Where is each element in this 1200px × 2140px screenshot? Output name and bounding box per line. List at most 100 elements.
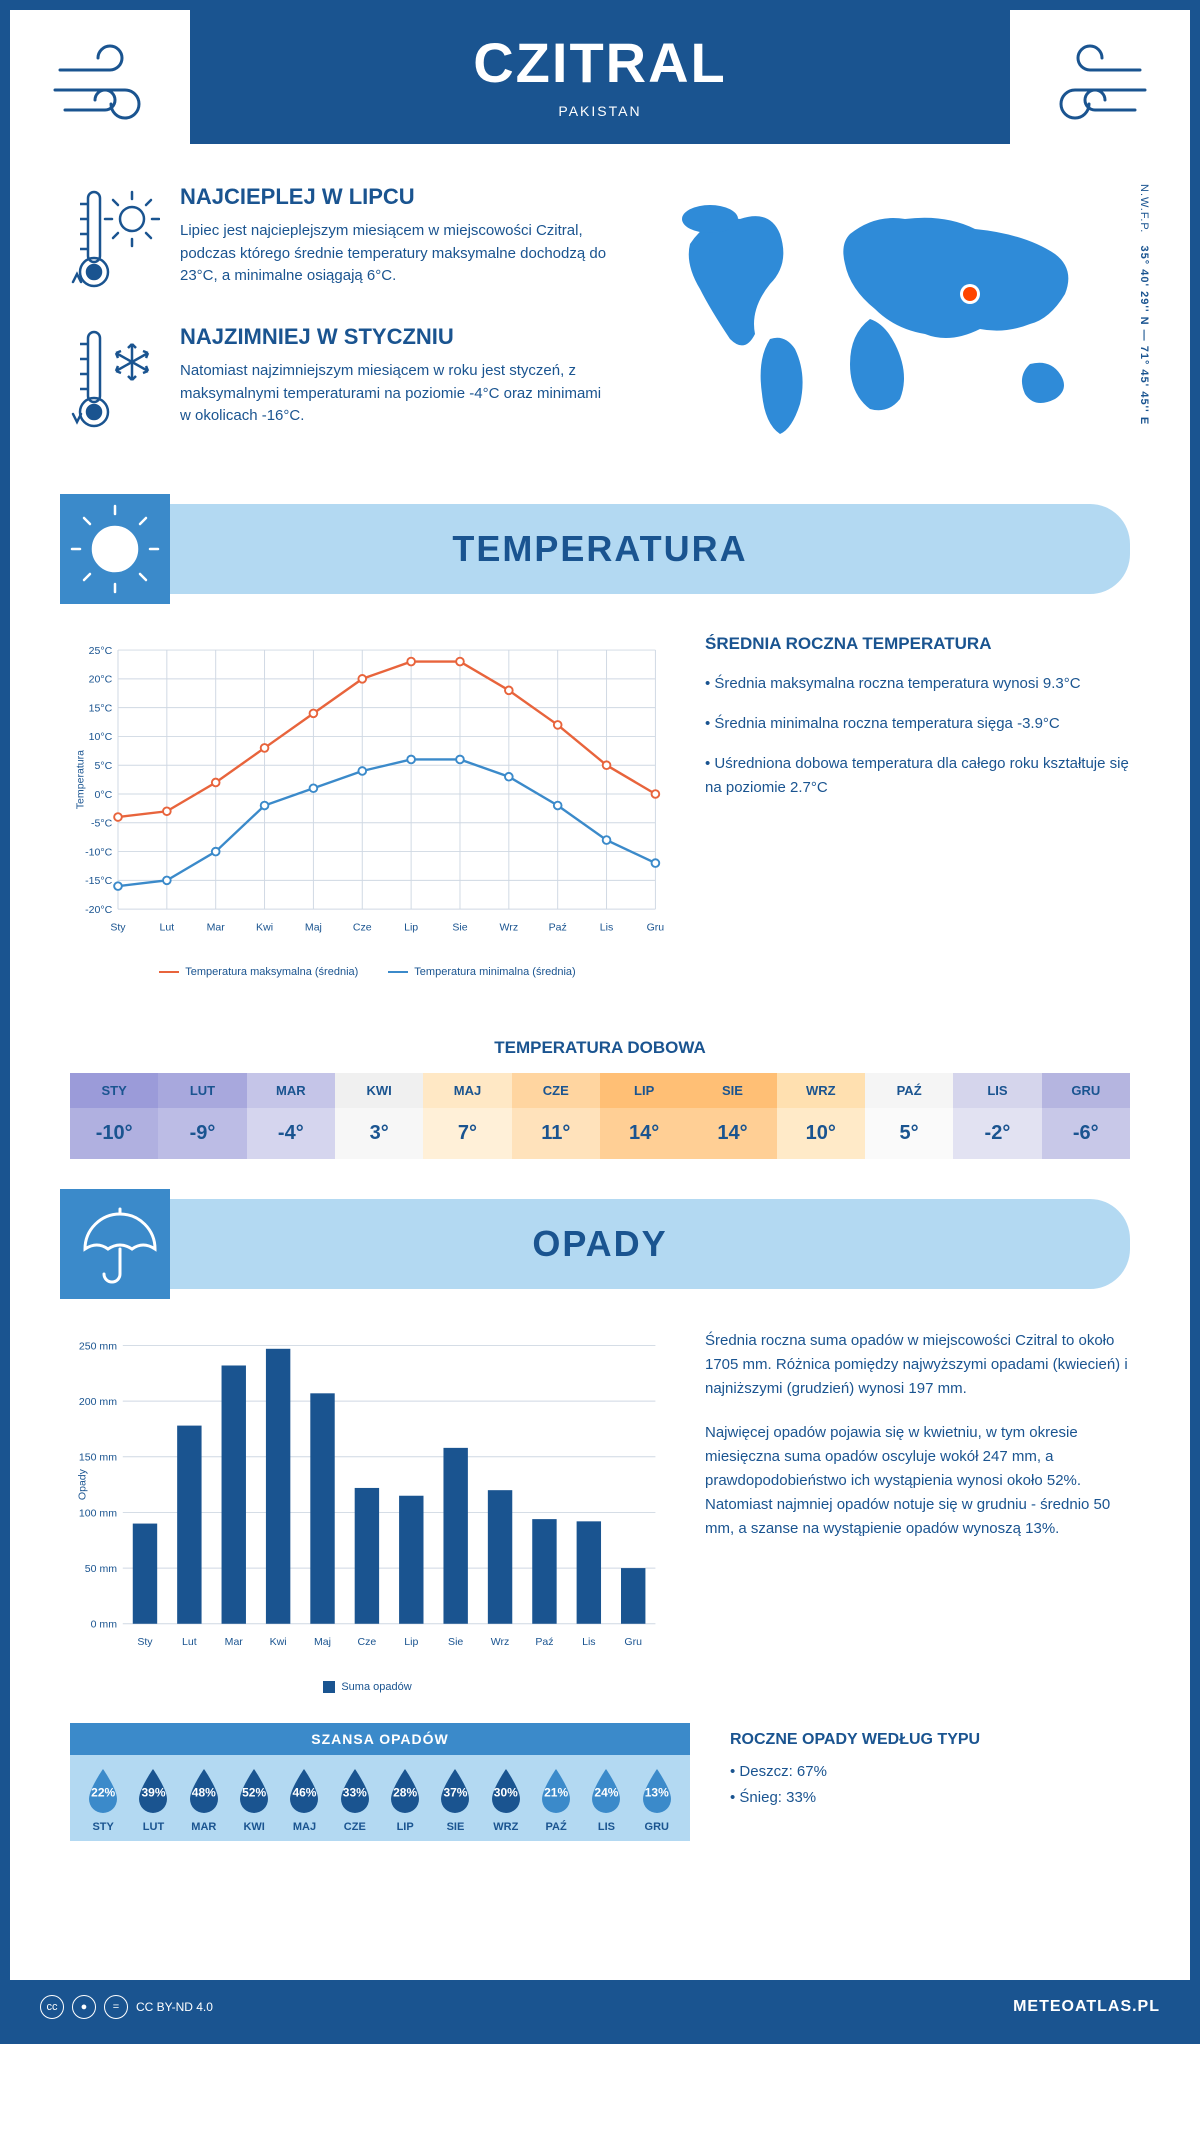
svg-text:10°C: 10°C bbox=[89, 731, 113, 743]
chance-cell: 37% SIE bbox=[430, 1767, 480, 1833]
precipitation-heading: OPADY bbox=[532, 1223, 667, 1265]
chance-month: LIP bbox=[380, 1821, 430, 1833]
temperature-heading: TEMPERATURA bbox=[452, 528, 747, 570]
daily-value: -2° bbox=[953, 1108, 1041, 1159]
raindrop-icon: 33% bbox=[336, 1767, 374, 1815]
chance-value: 39% bbox=[141, 1785, 165, 1799]
svg-text:Mar: Mar bbox=[225, 1636, 244, 1648]
precipitation-bar-chart: 0 mm50 mm100 mm150 mm200 mm250 mmOpadySt… bbox=[70, 1329, 665, 1693]
daily-temp-cell: SIE 14° bbox=[688, 1073, 776, 1159]
svg-text:Sty: Sty bbox=[110, 921, 126, 933]
svg-text:Gru: Gru bbox=[624, 1636, 642, 1648]
daily-temp-cell: WRZ 10° bbox=[777, 1073, 865, 1159]
svg-text:0 mm: 0 mm bbox=[91, 1619, 118, 1631]
chance-of-precip: SZANSA OPADÓW 22% STY 39% LUT 48% MAR 52… bbox=[70, 1723, 690, 1841]
raindrop-icon: 28% bbox=[386, 1767, 424, 1815]
precip-type-line: • Deszcz: 67% bbox=[730, 1759, 1130, 1785]
chance-cell: 28% LIP bbox=[380, 1767, 430, 1833]
svg-text:15°C: 15°C bbox=[89, 702, 113, 714]
chance-month: LIS bbox=[581, 1821, 631, 1833]
chance-value: 37% bbox=[443, 1785, 467, 1799]
svg-text:Kwi: Kwi bbox=[270, 1636, 287, 1648]
daily-value: -10° bbox=[70, 1108, 158, 1159]
precip-by-type: ROCZNE OPADY WEDŁUG TYPU • Deszcz: 67%• … bbox=[730, 1731, 1130, 1810]
chance-value: 13% bbox=[645, 1785, 669, 1799]
nd-icon: = bbox=[104, 1995, 128, 2019]
fact-hot-title: NAJCIEPLEJ W LIPCU bbox=[180, 184, 610, 210]
daily-month: STY bbox=[70, 1073, 158, 1108]
svg-text:Opady: Opady bbox=[76, 1468, 88, 1500]
chance-month: STY bbox=[78, 1821, 128, 1833]
intro-facts: NAJCIEPLEJ W LIPCU Lipiec jest najcieple… bbox=[70, 184, 610, 464]
daily-value: -6° bbox=[1042, 1108, 1130, 1159]
chance-value: 21% bbox=[544, 1785, 568, 1799]
svg-text:Paź: Paź bbox=[549, 921, 567, 933]
country-name: PAKISTAN bbox=[190, 103, 1010, 119]
chance-value: 52% bbox=[242, 1785, 266, 1799]
site-name: METEOATLAS.PL bbox=[1013, 1998, 1160, 2016]
chance-month: MAR bbox=[179, 1821, 229, 1833]
svg-text:20°C: 20°C bbox=[89, 674, 113, 686]
daily-temp-title: TEMPERATURA DOBOWA bbox=[10, 1038, 1190, 1058]
temperature-content: -20°C-15°C-10°C-5°C0°C5°C10°C15°C20°C25°… bbox=[10, 594, 1190, 1018]
chance-month: MAJ bbox=[279, 1821, 329, 1833]
raindrop-icon: 46% bbox=[285, 1767, 323, 1815]
svg-text:Lut: Lut bbox=[182, 1636, 197, 1648]
daily-value: 3° bbox=[335, 1108, 423, 1159]
chance-cell: 22% STY bbox=[78, 1767, 128, 1833]
chance-value: 46% bbox=[292, 1785, 316, 1799]
sun-icon bbox=[60, 494, 170, 604]
world-map bbox=[650, 184, 1130, 444]
daily-month: LUT bbox=[158, 1073, 246, 1108]
chance-cell: 46% MAJ bbox=[279, 1767, 329, 1833]
raindrop-icon: 48% bbox=[185, 1767, 223, 1815]
svg-text:-10°C: -10°C bbox=[85, 846, 112, 858]
chance-month: LUT bbox=[128, 1821, 178, 1833]
precipitation-content: 0 mm50 mm100 mm150 mm200 mm250 mmOpadySt… bbox=[10, 1289, 1190, 1713]
precip-type-line: • Śnieg: 33% bbox=[730, 1785, 1130, 1811]
chance-value: 22% bbox=[91, 1785, 115, 1799]
svg-text:Mar: Mar bbox=[207, 921, 226, 933]
title-banner: CZITRAL PAKISTAN bbox=[190, 10, 1010, 144]
svg-text:Wrz: Wrz bbox=[500, 921, 519, 933]
coordinates: N.W.F.P. 35° 40' 29'' N — 71° 45' 45'' E bbox=[1138, 184, 1150, 425]
wind-icon-right bbox=[1030, 40, 1150, 140]
daily-temp-cell: LIS -2° bbox=[953, 1073, 1041, 1159]
legend-item: Temperatura maksymalna (średnia) bbox=[159, 966, 358, 978]
daily-temp-cell: GRU -6° bbox=[1042, 1073, 1130, 1159]
raindrop-icon: 13% bbox=[638, 1767, 676, 1815]
daily-value: -4° bbox=[247, 1108, 335, 1159]
daily-temp-cell: LUT -9° bbox=[158, 1073, 246, 1159]
chance-cell: 24% LIS bbox=[581, 1767, 631, 1833]
temperature-info: ŚREDNIA ROCZNA TEMPERATURA • Średnia mak… bbox=[705, 634, 1130, 978]
daily-month: KWI bbox=[335, 1073, 423, 1108]
raindrop-icon: 21% bbox=[537, 1767, 575, 1815]
daily-temp-cell: LIP 14° bbox=[600, 1073, 688, 1159]
temp-info-title: ŚREDNIA ROCZNA TEMPERATURA bbox=[705, 634, 1130, 654]
daily-month: LIS bbox=[953, 1073, 1041, 1108]
daily-temp-cell: PAŹ 5° bbox=[865, 1073, 953, 1159]
svg-text:0°C: 0°C bbox=[95, 789, 113, 801]
legend-item: Temperatura minimalna (średnia) bbox=[388, 966, 575, 978]
city-name: CZITRAL bbox=[190, 30, 1010, 95]
license-text: CC BY-ND 4.0 bbox=[136, 2000, 213, 2014]
raindrop-icon: 37% bbox=[436, 1767, 474, 1815]
fact-cold-title: NAJZIMNIEJ W STYCZNIU bbox=[180, 324, 610, 350]
svg-text:-15°C: -15°C bbox=[85, 875, 112, 887]
precip-legend-label: Suma opadów bbox=[341, 1681, 411, 1693]
raindrop-icon: 30% bbox=[487, 1767, 525, 1815]
precip-legend: Suma opadów bbox=[70, 1681, 665, 1693]
temperature-line-chart: -20°C-15°C-10°C-5°C0°C5°C10°C15°C20°C25°… bbox=[70, 634, 665, 978]
svg-text:Lis: Lis bbox=[582, 1636, 595, 1648]
daily-month: MAJ bbox=[423, 1073, 511, 1108]
chance-month: SIE bbox=[430, 1821, 480, 1833]
daily-month: SIE bbox=[688, 1073, 776, 1108]
chance-month: PAŹ bbox=[531, 1821, 581, 1833]
fact-hot-text: Lipiec jest najcieplejszym miesiącem w m… bbox=[180, 220, 610, 288]
svg-text:Sie: Sie bbox=[448, 1636, 463, 1648]
svg-text:-5°C: -5°C bbox=[91, 818, 113, 830]
chance-cell: 48% MAR bbox=[179, 1767, 229, 1833]
svg-text:Gru: Gru bbox=[647, 921, 665, 933]
precip-p1: Średnia roczna suma opadów w miejscowośc… bbox=[705, 1329, 1130, 1401]
daily-temp-cell: MAJ 7° bbox=[423, 1073, 511, 1159]
